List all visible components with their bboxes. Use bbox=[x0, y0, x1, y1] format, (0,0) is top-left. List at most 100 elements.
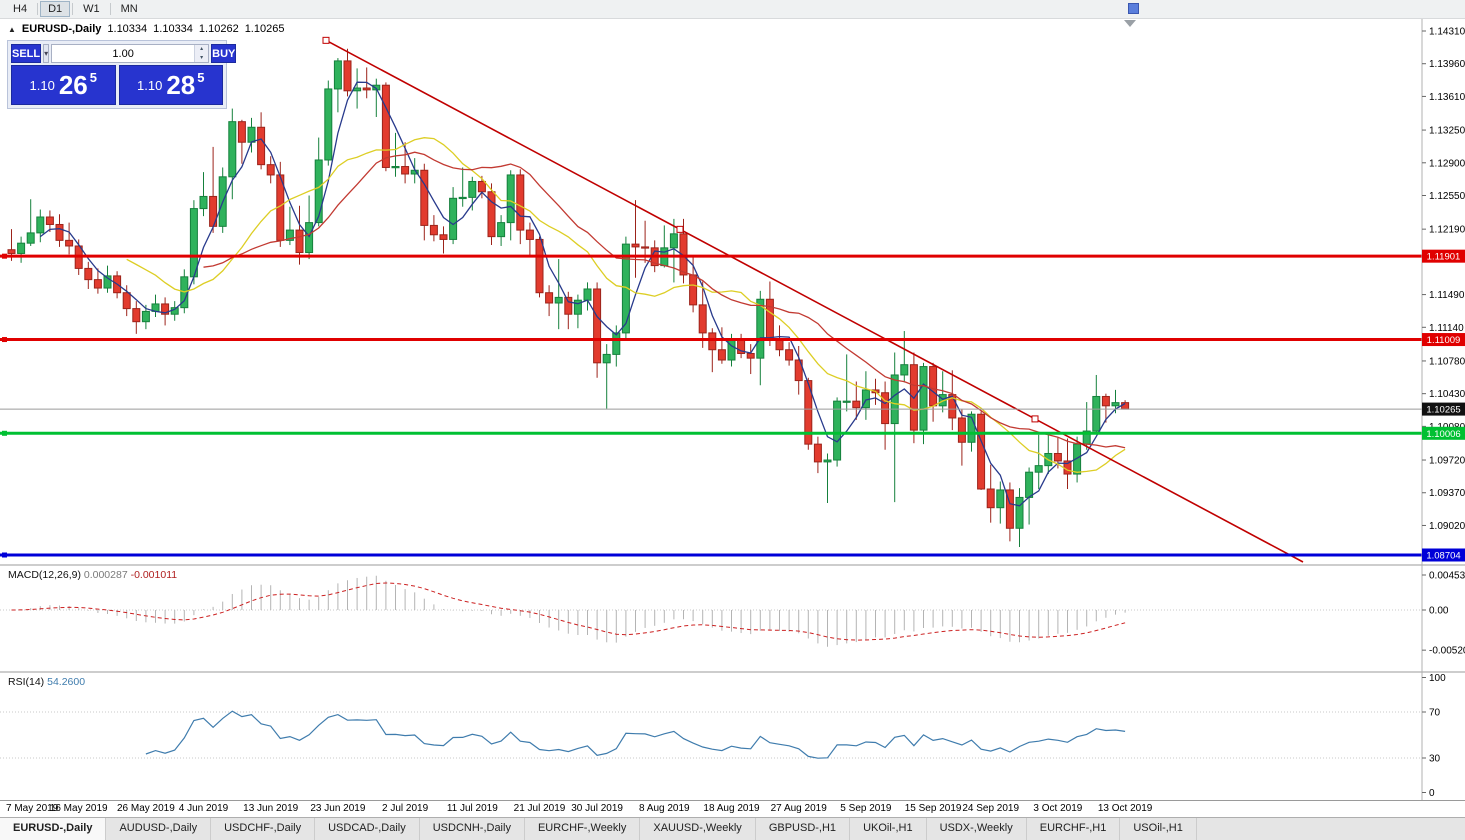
date-axis-label: 30 Jul 2019 bbox=[571, 803, 623, 814]
date-axis-label: 11 Jul 2019 bbox=[446, 803, 498, 814]
sell-price-sup: 5 bbox=[89, 69, 97, 85]
price-axis-label[interactable]: 1.11490 bbox=[1429, 290, 1465, 301]
symbol-title: EURUSD-,Daily bbox=[21, 23, 102, 35]
chart-tabs-bar: EURUSD-,Daily AUDUSD-,Daily USDCHF-,Daily U… bbox=[0, 817, 1465, 840]
chevron-down-icon: ▾ bbox=[44, 49, 49, 58]
date-axis[interactable]: 7 May 2019 16 May 2019 26 May 2019 4 Jun 20… bbox=[0, 800, 1465, 817]
macd-axis-label: 0.004536 bbox=[1429, 571, 1465, 582]
date-axis-label: 21 Jul 2019 bbox=[513, 803, 566, 814]
chart-tab[interactable]: UKOil-,H1 bbox=[850, 818, 927, 840]
trendline-handle[interactable] bbox=[1031, 415, 1039, 423]
date-axis-label: 13 Oct 2019 bbox=[1097, 803, 1153, 814]
trendline[interactable] bbox=[325, 39, 1304, 563]
price-tag bbox=[1422, 333, 1465, 347]
line-anchor[interactable] bbox=[2, 253, 7, 259]
volume-field: ▴ ▾ bbox=[51, 44, 210, 63]
chart-shift-marker[interactable] bbox=[1124, 20, 1136, 27]
volume-input[interactable] bbox=[52, 45, 195, 62]
price-axis-label[interactable]: 1.12550 bbox=[1429, 191, 1465, 202]
timeframe-h4-button[interactable]: H4 bbox=[5, 1, 35, 17]
price-axis-label[interactable]: 1.12190 bbox=[1429, 225, 1465, 236]
svg-text:1.11009: 1.11009 bbox=[1427, 335, 1461, 346]
timeframe-toolbar: H4 D1 W1 MN bbox=[0, 0, 1465, 19]
chart-tab[interactable]: USOil-,H1 bbox=[1120, 818, 1197, 840]
chart-canvas[interactable]: 1.14310 1.13960 1.13610 1.13250 1.12900 1.125… bbox=[0, 0, 1465, 800]
sell-button[interactable]: SELL bbox=[11, 44, 42, 63]
volume-dropdown-button[interactable]: ▾ bbox=[43, 44, 50, 63]
price-axis-label[interactable]: 1.14310 bbox=[1429, 26, 1465, 37]
rsi-axis-label: 0 bbox=[1429, 788, 1435, 799]
sell-price-big: 26 bbox=[58, 70, 88, 100]
toolbar-separator bbox=[109, 3, 111, 15]
price-axis-label[interactable]: 1.09720 bbox=[1429, 456, 1465, 467]
chart-tab[interactable]: GBPUSD-,H1 bbox=[756, 818, 851, 840]
chart-tab[interactable]: EURUSD-,Daily bbox=[0, 818, 107, 840]
moving-average-21 bbox=[203, 151, 1126, 449]
sell-price-button[interactable]: 1.10 26 5 bbox=[11, 65, 116, 105]
timeframe-d1-button[interactable]: D1 bbox=[40, 1, 71, 17]
date-axis-label: 8 Aug 2019 bbox=[638, 803, 690, 814]
date-axis-label: 13 Jun 2019 bbox=[243, 803, 299, 814]
line-anchor[interactable] bbox=[2, 552, 7, 558]
price-axis-label[interactable]: 1.13250 bbox=[1429, 126, 1465, 137]
toolbar-marker-icon bbox=[1128, 3, 1139, 14]
buy-price-button[interactable]: 1.10 28 5 bbox=[118, 65, 223, 105]
date-axis-label: 26 May 2019 bbox=[116, 803, 175, 814]
rsi-axis-label: 100 bbox=[1429, 673, 1446, 684]
price-tag bbox=[1422, 402, 1465, 416]
volume-spinner: ▴ ▾ bbox=[194, 45, 209, 62]
svg-text:1.11901: 1.11901 bbox=[1427, 252, 1461, 263]
ohlc-close: 1.10265 bbox=[244, 23, 285, 35]
svg-text:1.10265: 1.10265 bbox=[1426, 405, 1460, 416]
date-axis-label: 5 Sep 2019 bbox=[840, 803, 892, 814]
svg-text:1.10006: 1.10006 bbox=[1426, 429, 1460, 440]
macd-axis-label: 0.00 bbox=[1429, 606, 1449, 617]
rsi-label: RSI(14) 54.2600 bbox=[8, 676, 85, 688]
price-axis-label[interactable]: 1.12900 bbox=[1429, 158, 1465, 169]
buy-button[interactable]: BUY bbox=[211, 44, 237, 63]
chart-tab[interactable]: EURCHF-,H1 bbox=[1027, 818, 1121, 840]
timeframe-mn-button[interactable]: MN bbox=[113, 1, 146, 17]
price-axis-label[interactable]: 1.09020 bbox=[1429, 521, 1465, 532]
price-axis-label[interactable]: 1.13960 bbox=[1429, 59, 1465, 70]
date-axis-label: 27 Aug 2019 bbox=[770, 803, 827, 814]
sell-price-prefix: 1.10 bbox=[29, 77, 55, 93]
trendline-handle[interactable] bbox=[676, 225, 684, 233]
date-axis-label: 2 Jul 2019 bbox=[382, 803, 429, 814]
timeframe-w1-button[interactable]: W1 bbox=[75, 1, 108, 17]
line-anchor[interactable] bbox=[2, 337, 7, 343]
spinner-up-icon[interactable]: ▴ bbox=[195, 45, 209, 54]
toolbar-separator bbox=[72, 3, 74, 15]
chart-header: ▲ EURUSD-,Daily 1.10334 1.10334 1.10262 … bbox=[8, 23, 284, 35]
price-tag bbox=[1422, 548, 1465, 562]
chart-tab[interactable]: XAUUSD-,Weekly bbox=[640, 818, 756, 840]
line-anchor[interactable] bbox=[2, 430, 7, 436]
price-axis-label[interactable]: 1.10430 bbox=[1429, 389, 1465, 400]
collapse-trade-panel-icon[interactable]: ▲ bbox=[8, 24, 16, 34]
chart-tab[interactable]: EURCHF-,Weekly bbox=[525, 818, 641, 840]
chart-tab[interactable]: AUDUSD-,Daily bbox=[106, 818, 212, 840]
price-axis-label[interactable]: 1.09370 bbox=[1429, 488, 1465, 499]
moving-average-4 bbox=[39, 81, 1126, 507]
ohlc-low: 1.10262 bbox=[198, 23, 239, 35]
date-axis-label: 18 Aug 2019 bbox=[703, 803, 760, 814]
date-axis-label: 16 May 2019 bbox=[49, 803, 108, 814]
price-axis-label[interactable]: 1.10780 bbox=[1429, 356, 1465, 367]
trendline-handle[interactable] bbox=[322, 36, 330, 44]
date-axis-label: 23 Jun 2019 bbox=[310, 803, 366, 814]
chart-tab[interactable]: USDCAD-,Daily bbox=[315, 818, 420, 840]
rsi-axis-label: 30 bbox=[1429, 754, 1441, 765]
svg-text:1.08704: 1.08704 bbox=[1426, 550, 1460, 561]
buy-price-sup: 5 bbox=[197, 69, 205, 85]
moving-average-13 bbox=[126, 137, 1126, 473]
chart-tab[interactable]: USDCNH-,Daily bbox=[420, 818, 525, 840]
date-axis-label: 4 Jun 2019 bbox=[178, 803, 229, 814]
toolbar-separator bbox=[37, 3, 39, 15]
price-axis-label[interactable]: 1.11140 bbox=[1429, 323, 1464, 334]
spinner-down-icon[interactable]: ▾ bbox=[195, 53, 209, 62]
chart-tab[interactable]: USDCHF-,Daily bbox=[211, 818, 316, 840]
ohlc-high: 1.10334 bbox=[153, 23, 193, 35]
price-axis-label[interactable]: 1.13610 bbox=[1429, 92, 1465, 103]
chart-tab[interactable]: USDX-,Weekly bbox=[927, 818, 1027, 840]
